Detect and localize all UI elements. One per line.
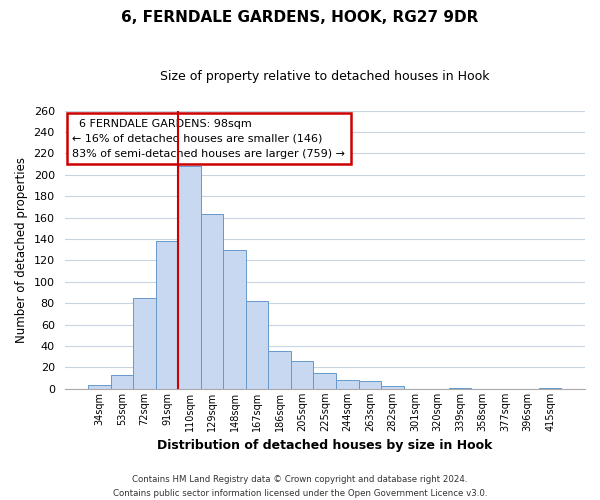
Bar — [449, 388, 471, 389]
Bar — [381, 386, 404, 389]
Bar — [201, 214, 223, 389]
Bar — [291, 361, 313, 389]
Bar — [111, 375, 133, 389]
Bar — [156, 241, 178, 389]
Bar — [268, 352, 291, 389]
Bar — [246, 301, 268, 389]
Bar — [313, 373, 336, 389]
Bar — [88, 384, 111, 389]
Bar — [178, 166, 201, 389]
Text: Contains HM Land Registry data © Crown copyright and database right 2024.
Contai: Contains HM Land Registry data © Crown c… — [113, 476, 487, 498]
Bar — [336, 380, 359, 389]
X-axis label: Distribution of detached houses by size in Hook: Distribution of detached houses by size … — [157, 440, 493, 452]
Bar — [359, 382, 381, 389]
Text: 6, FERNDALE GARDENS, HOOK, RG27 9DR: 6, FERNDALE GARDENS, HOOK, RG27 9DR — [121, 10, 479, 25]
Bar — [133, 298, 156, 389]
Bar — [223, 250, 246, 389]
Y-axis label: Number of detached properties: Number of detached properties — [15, 156, 28, 342]
Title: Size of property relative to detached houses in Hook: Size of property relative to detached ho… — [160, 70, 490, 83]
Bar — [539, 388, 562, 389]
Text: 6 FERNDALE GARDENS: 98sqm
← 16% of detached houses are smaller (146)
83% of semi: 6 FERNDALE GARDENS: 98sqm ← 16% of detac… — [73, 119, 346, 158]
